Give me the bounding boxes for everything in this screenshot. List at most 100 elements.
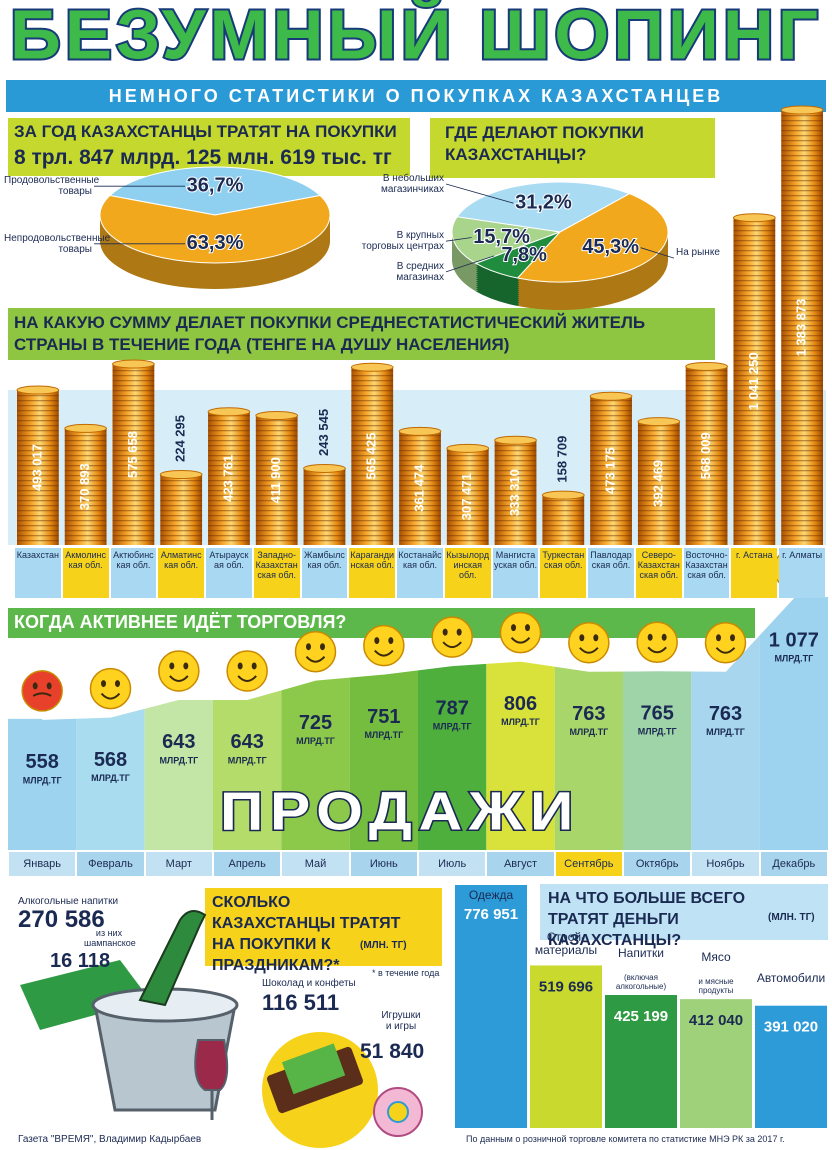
emoji-eye [320,643,325,651]
month-unit: МЛРД.ТГ [159,755,198,765]
coin-top [494,435,537,445]
category-label: Костанайская обл. [397,548,443,598]
spend-bar [755,1005,827,1128]
month-area [144,698,213,850]
coin-top [732,213,776,223]
pie-slice [99,194,331,264]
emoji [89,667,132,710]
bar-title-box [8,308,715,360]
emoji-eye [306,643,311,651]
bar-value-label: 411 900 [268,457,283,503]
bar-value-label: 473 175 [602,447,617,494]
emoji-eye [374,637,380,645]
category-label: Западно-Казахстанская обл. [253,548,300,598]
coin-ribs [733,217,776,545]
month-label: Август [487,852,554,876]
coin-ribs [590,396,632,545]
bar-value-label: 158 709 [555,436,570,483]
category-label: Кызылординская обл. [444,548,491,598]
bar-value-label: 361 474 [411,464,426,512]
category-label: Северо-Казахстанская обл. [635,548,682,598]
coin-ribs [781,110,823,545]
coin-top [16,385,60,395]
month-value: 725 [299,712,332,734]
coin-top [637,417,681,427]
emoji-mouth [715,647,736,654]
holiday-value: 116 511 [262,990,340,1015]
month-value: 806 [504,693,537,715]
emoji-eye [237,662,243,670]
month-unit: МЛРД.ТГ [774,653,813,663]
emoji-eye [169,662,175,670]
spend-category: Мясо [701,950,731,965]
holiday-footnote: * в течение года [372,968,440,978]
coin-top [112,359,155,369]
bar-value-label: 392 469 [650,460,665,507]
holiday-label: Алкогольные напитки [18,896,119,907]
spend-bar [530,965,602,1128]
bar-value-label: 333 310 [507,469,522,516]
month-label: Июнь [350,852,417,876]
emoji-eye [251,662,257,670]
category-label: Атырауская обл. [206,548,252,598]
emoji-eye [183,662,189,670]
coin-top [159,469,203,479]
month-area [349,669,418,850]
deco-ray [20,960,150,1030]
pie-category-label: На рынке [676,247,720,259]
category-label: г. Астана [731,548,778,598]
emoji-eye [46,682,52,690]
spend-category: Одежда [468,888,514,902]
emoji-eye [511,624,516,632]
month-value: 763 [572,703,605,725]
emoji [636,621,678,664]
emoji [704,622,747,664]
month-area [76,707,145,850]
deco-wrapper [281,1043,346,1095]
spend-value: 519 696 [539,978,593,995]
coin-ribs [542,495,585,545]
coin-top [685,361,728,371]
month-label: Декабрь [760,852,827,876]
month-label: Март [145,852,212,876]
emoji-eye [101,680,106,688]
month-unit: МЛРД.ТГ [296,736,335,746]
month-unit: МЛРД.ТГ [706,727,745,737]
bar-value-label: 307 471 [459,473,474,520]
month-label: Октябрь [624,852,691,876]
pie-value-label: 15,7% [473,226,530,248]
month-area [623,670,692,850]
coin-top [303,463,346,473]
coin-ribs [399,431,441,545]
pie-leader [445,255,495,273]
category-label: Казахстан [15,548,61,598]
month-value: 1 077 [769,629,819,651]
spend-bar [455,885,527,1128]
month-area [759,597,828,850]
pie-category-label: В небольших магазинчиках [381,172,444,195]
pie-leader [445,183,514,204]
bar-title: НА КАКУЮ СУММУ ДЕЛАЕТ ПОКУПКИ СРЕДНЕСТАТ… [14,313,646,354]
month-label: Июль [419,852,486,876]
category-label: Акмолинская обл. [62,548,109,598]
bar-value-label: 423 761 [220,455,235,502]
holiday-value: 16 118 [50,950,111,972]
bar-value-label: 493 017 [29,444,44,491]
emoji [499,611,542,654]
emoji-mouth [510,636,531,644]
emoji-eye [442,628,448,636]
coin-top [589,391,633,401]
month-label: Апрель [214,852,281,876]
month-unit: МЛРД.ТГ [638,727,677,737]
emoji-eye [388,637,394,645]
month-label: Сентябрь [555,852,622,876]
coin-top [255,411,299,421]
emoji-eye [456,628,462,636]
bar-value-label: 568 009 [698,432,713,479]
month-area [8,717,77,850]
subtitle-bar [6,80,826,112]
coin-ribs [255,415,298,545]
bar-value-label: 565 425 [364,433,379,480]
holiday-value: 51 840 [360,1040,425,1063]
emoji-eye [579,634,585,642]
